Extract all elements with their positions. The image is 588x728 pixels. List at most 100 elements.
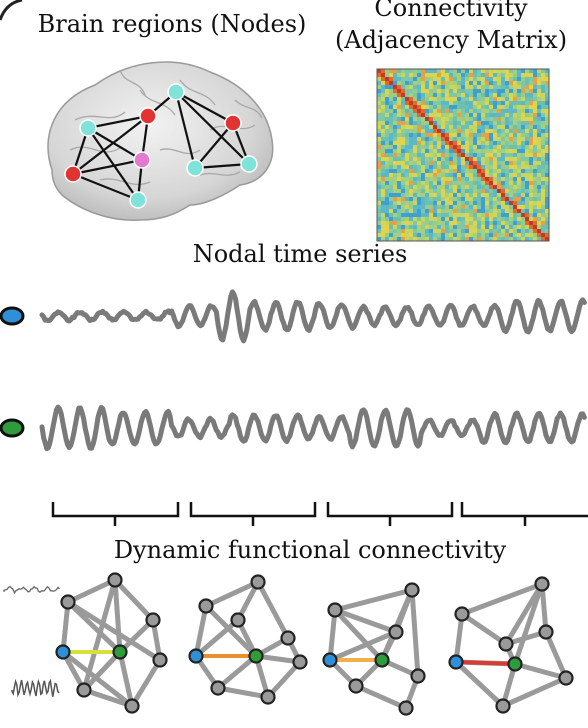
network-edge	[453, 659, 506, 709]
network-edge	[512, 661, 569, 681]
connectivity-title: Connectivity (Adjacency Matrix)	[326, 0, 576, 56]
network-edge	[500, 675, 569, 709]
network-edge	[215, 685, 271, 700]
dynamic-network-window	[322, 582, 426, 716]
network-node	[76, 682, 92, 698]
network-edge	[453, 611, 465, 665]
network-node	[495, 698, 511, 714]
network-node	[260, 689, 276, 705]
highlighted-edge	[454, 660, 517, 666]
connectivity-title-line2: (Adjacency Matrix)	[334, 26, 568, 54]
network-node	[107, 572, 123, 588]
network-node	[404, 582, 420, 598]
network-edge	[65, 577, 118, 605]
dynamic-fc-title: Dynamic functional connectivity	[113, 536, 507, 564]
dynamic-network-window	[55, 572, 168, 714]
network-node-green	[248, 648, 264, 664]
network-node	[60, 594, 76, 610]
network-edge	[409, 587, 421, 679]
network-node-green	[112, 644, 128, 660]
window-bracket	[326, 502, 454, 526]
network-edge	[193, 603, 209, 659]
network-node	[538, 624, 554, 640]
network-node	[398, 700, 414, 716]
network-edge	[117, 617, 156, 655]
network-node	[145, 612, 161, 628]
network-node	[348, 678, 364, 694]
network-edge	[129, 657, 163, 709]
network-node-green	[374, 652, 390, 668]
network-node	[280, 630, 296, 646]
network-edge	[215, 653, 259, 691]
network-node	[558, 670, 574, 686]
network-edge	[332, 607, 399, 635]
network-node	[410, 668, 426, 684]
time-series-node-blue	[0, 306, 25, 326]
brain-node-red	[139, 107, 157, 125]
network-edge	[112, 577, 156, 623]
brain-node-pink	[133, 151, 151, 169]
brain-node-cyan	[167, 83, 185, 101]
network-edge	[353, 683, 409, 711]
network-edge	[255, 579, 291, 641]
network-node-green	[507, 656, 523, 672]
time-series-node-green	[0, 418, 25, 438]
mini-signal-1	[3, 585, 60, 595]
connectivity-title-line1: Connectivity	[374, 0, 528, 22]
network-edge	[265, 659, 303, 700]
window-brackets	[51, 502, 588, 526]
network-edge	[203, 603, 259, 659]
network-node	[198, 598, 214, 614]
network-node-blue	[448, 654, 464, 670]
network-node	[388, 624, 404, 640]
network-edge	[332, 587, 415, 613]
network-node	[534, 576, 550, 592]
mini-signal-2	[11, 678, 60, 698]
network-node-blue	[322, 652, 338, 668]
network-node	[327, 602, 343, 618]
network-edge	[543, 629, 569, 681]
window-bracket	[460, 502, 588, 526]
network-node	[250, 574, 266, 590]
network-node	[498, 636, 514, 652]
network-edge	[81, 687, 135, 709]
brain-node-cyan	[79, 119, 97, 137]
network-node	[454, 606, 470, 622]
network-node	[152, 652, 168, 668]
dynamic-network-window	[448, 576, 574, 714]
dynamic-network-window	[188, 574, 308, 705]
network-edge	[81, 649, 123, 693]
window-bracket	[51, 502, 180, 526]
network-edge	[459, 611, 509, 647]
network-edge	[193, 617, 241, 659]
network-edge	[60, 649, 135, 709]
nodal-time-series-title: Nodal time series	[192, 240, 408, 268]
brain-regions-title: Brain regions (Nodes)	[37, 10, 307, 38]
network-edge	[327, 607, 338, 663]
network-edge	[539, 581, 549, 635]
dynamic-networks	[55, 572, 574, 716]
network-edge	[327, 629, 399, 663]
network-edge	[512, 581, 545, 667]
network-edge	[203, 579, 261, 609]
window-bracket	[189, 502, 317, 526]
network-node	[124, 698, 140, 714]
time-series-signal-1	[39, 289, 587, 344]
network-edge	[60, 599, 71, 655]
brain-node-cyan	[186, 159, 204, 177]
brain-node-red	[224, 114, 242, 132]
network-edge	[117, 649, 135, 709]
network-node	[210, 680, 226, 696]
network-node	[230, 612, 246, 628]
network-edge	[332, 607, 385, 663]
time-series-signal-2	[39, 404, 587, 452]
network-edge	[65, 599, 163, 663]
adjacency-matrix	[376, 68, 550, 242]
brain-nodes	[64, 83, 258, 209]
network-node-blue	[188, 648, 204, 664]
network-edge	[459, 581, 545, 617]
network-node	[292, 654, 308, 670]
brain-node-cyan	[240, 155, 258, 173]
network-edge	[112, 577, 123, 655]
